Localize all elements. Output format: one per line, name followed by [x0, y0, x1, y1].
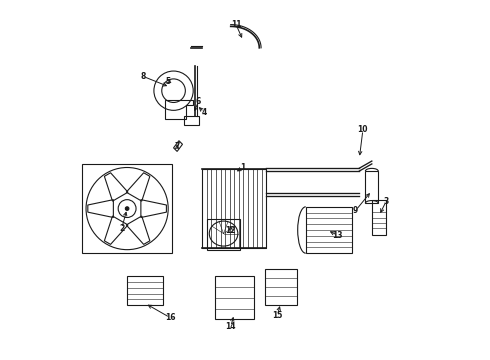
Text: 16: 16: [165, 313, 175, 322]
Bar: [265, 269, 297, 305]
Bar: [366, 171, 378, 203]
Text: 1: 1: [241, 163, 246, 172]
Bar: [306, 207, 352, 253]
Text: 12: 12: [225, 225, 236, 234]
Text: 6: 6: [196, 97, 201, 106]
Text: 7: 7: [174, 141, 180, 150]
Circle shape: [125, 207, 129, 210]
Text: 11: 11: [231, 20, 241, 29]
Bar: [372, 200, 386, 235]
Text: 9: 9: [353, 206, 358, 215]
Text: 13: 13: [333, 231, 343, 240]
Text: 15: 15: [272, 311, 282, 320]
Bar: [184, 116, 198, 125]
Text: 3: 3: [384, 197, 389, 206]
Bar: [207, 219, 240, 249]
Text: 8: 8: [141, 72, 146, 81]
Text: 4: 4: [201, 108, 207, 117]
Text: 2: 2: [119, 224, 124, 233]
Text: 10: 10: [358, 126, 368, 135]
Bar: [82, 164, 172, 253]
Bar: [215, 276, 254, 319]
Bar: [202, 169, 267, 248]
Bar: [127, 276, 163, 305]
Text: 5: 5: [166, 77, 171, 86]
Text: 14: 14: [225, 322, 236, 331]
